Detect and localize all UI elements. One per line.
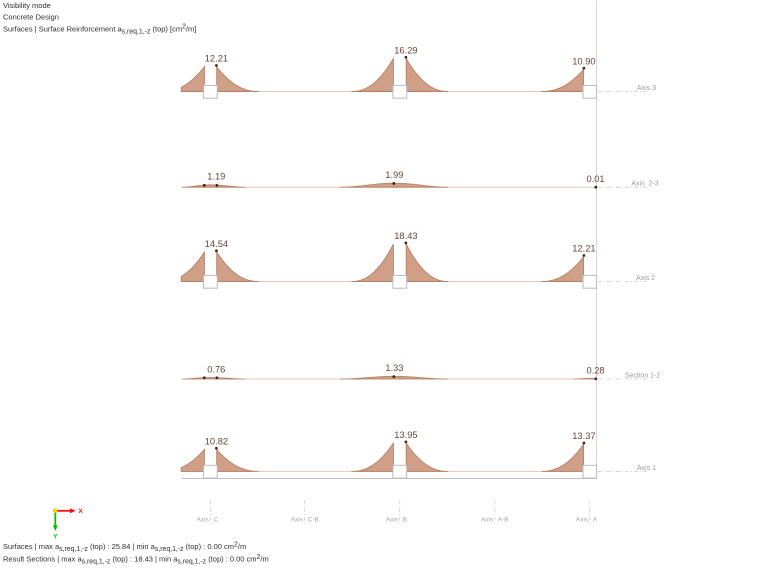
svg-text:1.33: 1.33 — [385, 363, 403, 373]
svg-text:16.29: 16.29 — [394, 45, 417, 55]
svg-text:13.95: 13.95 — [394, 430, 417, 440]
svg-text:C: C — [213, 517, 218, 524]
svg-text:Visibility mode: Visibility mode — [3, 1, 51, 10]
svg-text:1.99: 1.99 — [385, 170, 403, 180]
svg-text:1.19: 1.19 — [207, 172, 225, 182]
svg-text:18.43: 18.43 — [394, 231, 417, 241]
svg-text:0.76: 0.76 — [207, 364, 225, 374]
svg-text:A-B: A-B — [498, 517, 509, 524]
svg-text:Axis 1: Axis 1 — [637, 465, 656, 472]
svg-text:X: X — [78, 508, 83, 515]
svg-text:Axis: Axis — [291, 517, 304, 524]
svg-text:Axis: Axis — [197, 517, 210, 524]
svg-text:14.54: 14.54 — [205, 239, 228, 249]
svg-text:10.90: 10.90 — [572, 56, 595, 66]
svg-text:Axis 2-3: Axis 2-3 — [631, 181, 658, 188]
svg-text:Axis: Axis — [386, 517, 399, 524]
svg-text:12.21: 12.21 — [572, 244, 595, 254]
svg-text:10.82: 10.82 — [205, 436, 228, 446]
svg-text:A: A — [593, 517, 598, 524]
svg-text:Axis: Axis — [481, 517, 494, 524]
svg-text:0.28: 0.28 — [586, 366, 604, 376]
svg-text:Section 1-2: Section 1-2 — [625, 373, 661, 380]
svg-text:Concrete Design: Concrete Design — [3, 13, 59, 22]
svg-text:Result Sections | max as,req,1: Result Sections | max as,req,1,-z (top) … — [3, 554, 269, 566]
svg-text:Y: Y — [53, 534, 58, 541]
svg-text:Axis: Axis — [576, 517, 589, 524]
svg-text:0.01: 0.01 — [586, 174, 604, 184]
svg-text:12.21: 12.21 — [205, 54, 228, 64]
svg-text:Axis 2: Axis 2 — [636, 275, 655, 282]
svg-text:Axis 3: Axis 3 — [637, 85, 656, 92]
svg-text:Surfaces | max as,req,1,-z (to: Surfaces | max as,req,1,-z (top) : 25.84… — [3, 541, 246, 553]
svg-text:B: B — [403, 517, 407, 524]
svg-text:Surfaces | Surface Reinforceme: Surfaces | Surface Reinforcement as,req,… — [3, 24, 196, 36]
svg-text:C-B: C-B — [308, 517, 319, 524]
svg-text:13.37: 13.37 — [572, 431, 595, 441]
